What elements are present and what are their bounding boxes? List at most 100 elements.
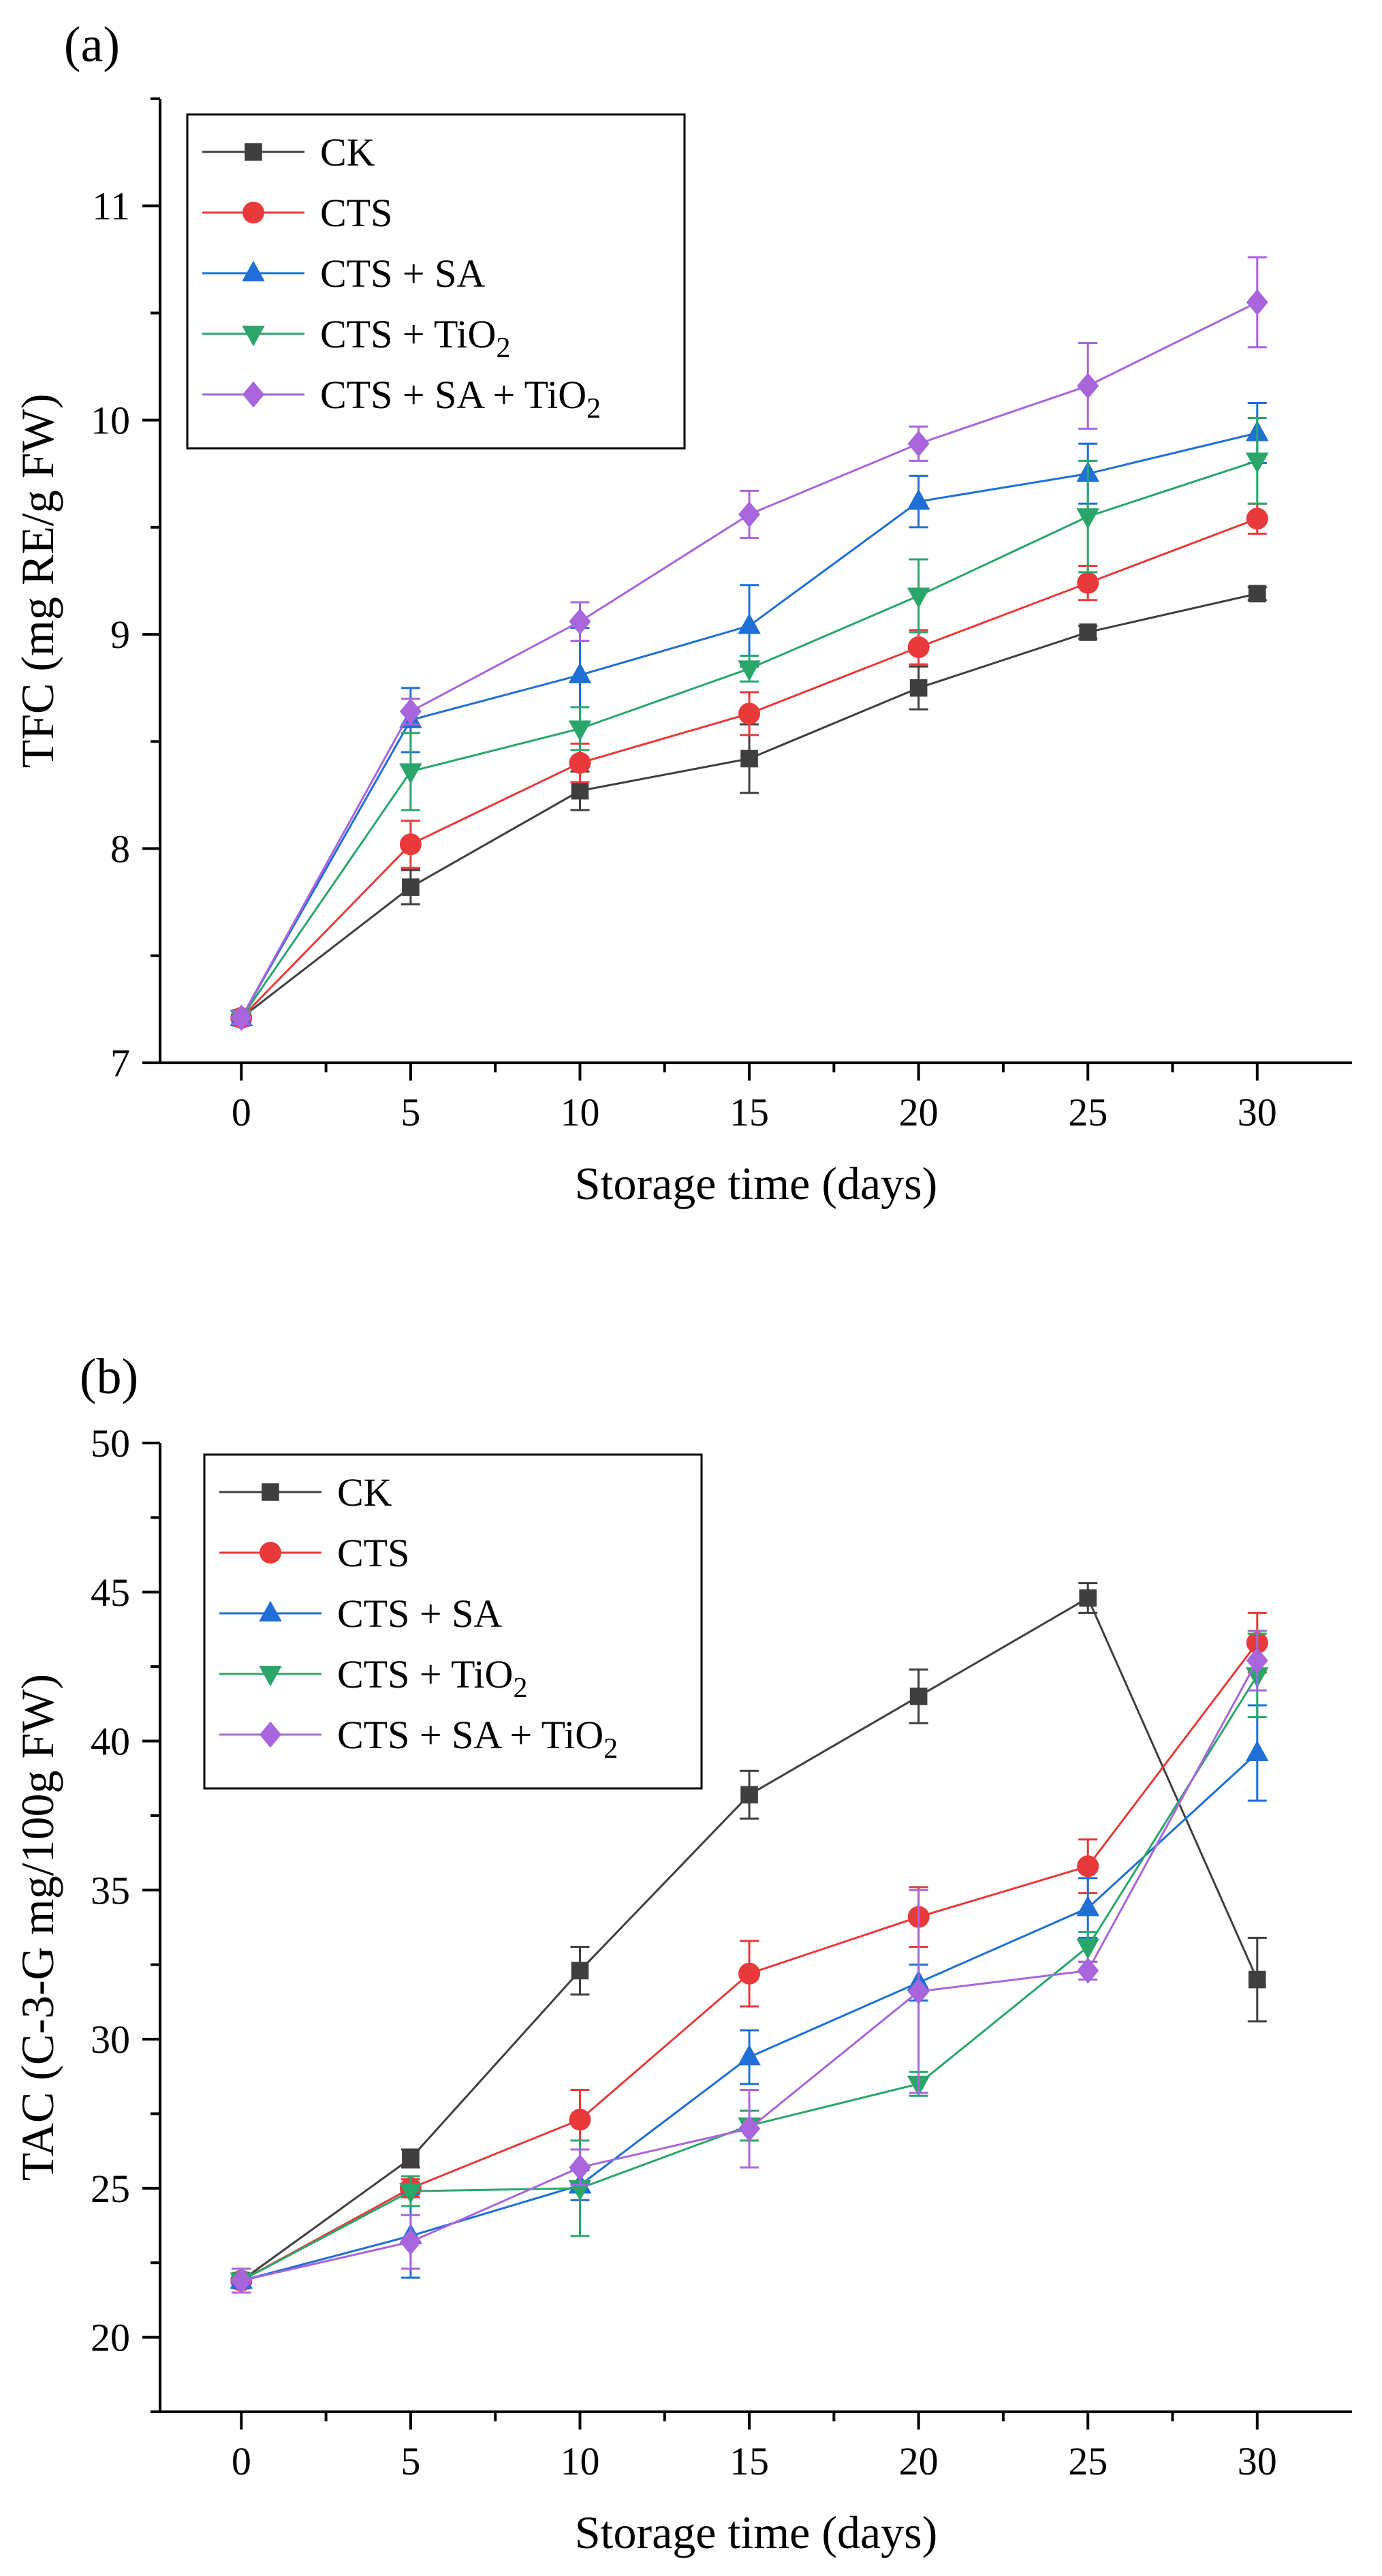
data-point [399, 2183, 422, 2204]
data-point [402, 878, 420, 896]
series-line [240, 1752, 1258, 2282]
legend-label: CTS + SA [320, 251, 485, 296]
data-point [399, 2229, 422, 2255]
legend-label: CTS + TiO2 [337, 1652, 527, 1704]
legend-marker [262, 1483, 279, 1501]
legend-marker [260, 1721, 281, 1748]
x-tick-label: 25 [1068, 1090, 1108, 1134]
data-point [907, 431, 930, 457]
data-point [738, 501, 761, 528]
y-tick-label: 9 [110, 612, 130, 657]
series-4 [230, 256, 1268, 1031]
chart-panel-b: (b) 0 5 10 15 20 25 30 20 25 30 35 40 45 50 Storage tim… [12, 1349, 1352, 2558]
data-point [740, 749, 758, 768]
x-tick-label: 30 [1238, 2439, 1277, 2483]
series-4 [230, 1630, 1268, 2294]
panel-label: (b) [80, 1349, 138, 1405]
data-point [1076, 508, 1100, 529]
data-point [740, 1786, 758, 1804]
x-tick-label: 15 [729, 1090, 769, 1134]
data-point [1076, 1895, 1100, 1917]
legend-label: CTS + SA [337, 1592, 502, 1636]
series-1 [230, 502, 1268, 1029]
series-3 [230, 417, 1269, 1031]
y-axis-title: TAC (C-3-G mg/100g FW) [12, 1674, 63, 2181]
x-tick-label: 5 [401, 2439, 420, 2483]
x-tick-label: 10 [560, 1090, 599, 1134]
x-tick-label: 20 [899, 1090, 939, 1134]
data-point [571, 1961, 589, 1980]
data-point [907, 636, 930, 658]
legend-label: CTS + SA + TiO2 [337, 1713, 618, 1765]
y-tick-label: 25 [91, 2167, 130, 2211]
data-point [399, 833, 422, 856]
data-point [1248, 585, 1266, 603]
data-point [399, 698, 422, 725]
y-tick-label: 50 [91, 1421, 130, 1465]
legend-label: CTS + TiO2 [320, 312, 510, 364]
y-tick-label: 30 [91, 2017, 130, 2062]
y-tick-label: 40 [91, 1720, 130, 1764]
x-axis-title: Storage time (days) [575, 2507, 938, 2558]
data-point [1077, 572, 1099, 594]
data-point [738, 2044, 761, 2066]
data-point [1076, 1938, 1100, 1959]
data-point [738, 613, 761, 634]
data-point [907, 1978, 930, 2005]
legend-marker [242, 381, 264, 408]
data-point [230, 2267, 253, 2294]
x-tick-label: 0 [232, 2439, 251, 2483]
data-point [738, 1962, 761, 1985]
data-point [569, 751, 591, 774]
x-tick-label: 30 [1238, 1090, 1277, 1134]
data-point [1079, 1589, 1097, 1607]
x-tick-label: 0 [232, 1090, 251, 1134]
data-point [568, 662, 592, 683]
data-point [1246, 1647, 1268, 1674]
data-point [402, 2150, 420, 2167]
data-point [1077, 1855, 1099, 1878]
x-tick-label: 5 [401, 1090, 420, 1134]
chart-panel-a: (a) 0 5 10 15 20 25 30 7 8 9 10 11 Storage time (days… [12, 17, 1352, 1209]
data-point [230, 1004, 253, 1031]
data-point [1077, 373, 1099, 399]
legend-marker [242, 326, 265, 347]
data-point [907, 587, 930, 608]
legend-box [203, 1453, 703, 1790]
y-tick-label: 35 [91, 1868, 130, 1912]
legend: CK CTS CTS + SA CTS + TiO2 CTS + SA + TiO2 [203, 1453, 703, 1790]
data-point [738, 660, 761, 681]
data-point [569, 2154, 591, 2181]
x-tick-label: 15 [729, 2439, 769, 2483]
y-tick-label: 20 [91, 2316, 130, 2360]
data-point [738, 702, 761, 725]
legend-marker [260, 1542, 281, 1564]
data-point [1077, 1957, 1099, 1984]
legend-marker [242, 202, 264, 223]
legend-marker [245, 143, 262, 161]
legend-marker [259, 1600, 282, 1621]
y-axis-title: TFC (mg RE/g FW) [12, 394, 63, 769]
legend-label: CTS [320, 191, 392, 235]
y-tick-label: 45 [91, 1570, 130, 1615]
legend-box [186, 113, 686, 450]
y-tick-label: 10 [91, 399, 130, 443]
x-tick-label: 25 [1068, 2439, 1108, 2483]
data-point [1245, 1740, 1269, 1762]
data-point [909, 1688, 928, 1705]
data-point [1246, 508, 1268, 530]
data-point [1245, 452, 1269, 474]
data-point [571, 781, 589, 800]
data-point [907, 488, 930, 510]
legend-label: CK [337, 1470, 392, 1515]
data-point [909, 679, 928, 697]
data-point [569, 608, 591, 635]
x-axis-title: Storage time (days) [575, 1158, 938, 1209]
data-point [399, 763, 422, 784]
x-tick-label: 10 [560, 2439, 599, 2483]
legend-label: CTS + SA + TiO2 [320, 373, 601, 424]
x-tick-label: 20 [899, 2439, 939, 2483]
y-tick-label: 8 [110, 827, 130, 871]
y-tick-label: 7 [110, 1041, 130, 1085]
data-point [569, 2109, 591, 2131]
